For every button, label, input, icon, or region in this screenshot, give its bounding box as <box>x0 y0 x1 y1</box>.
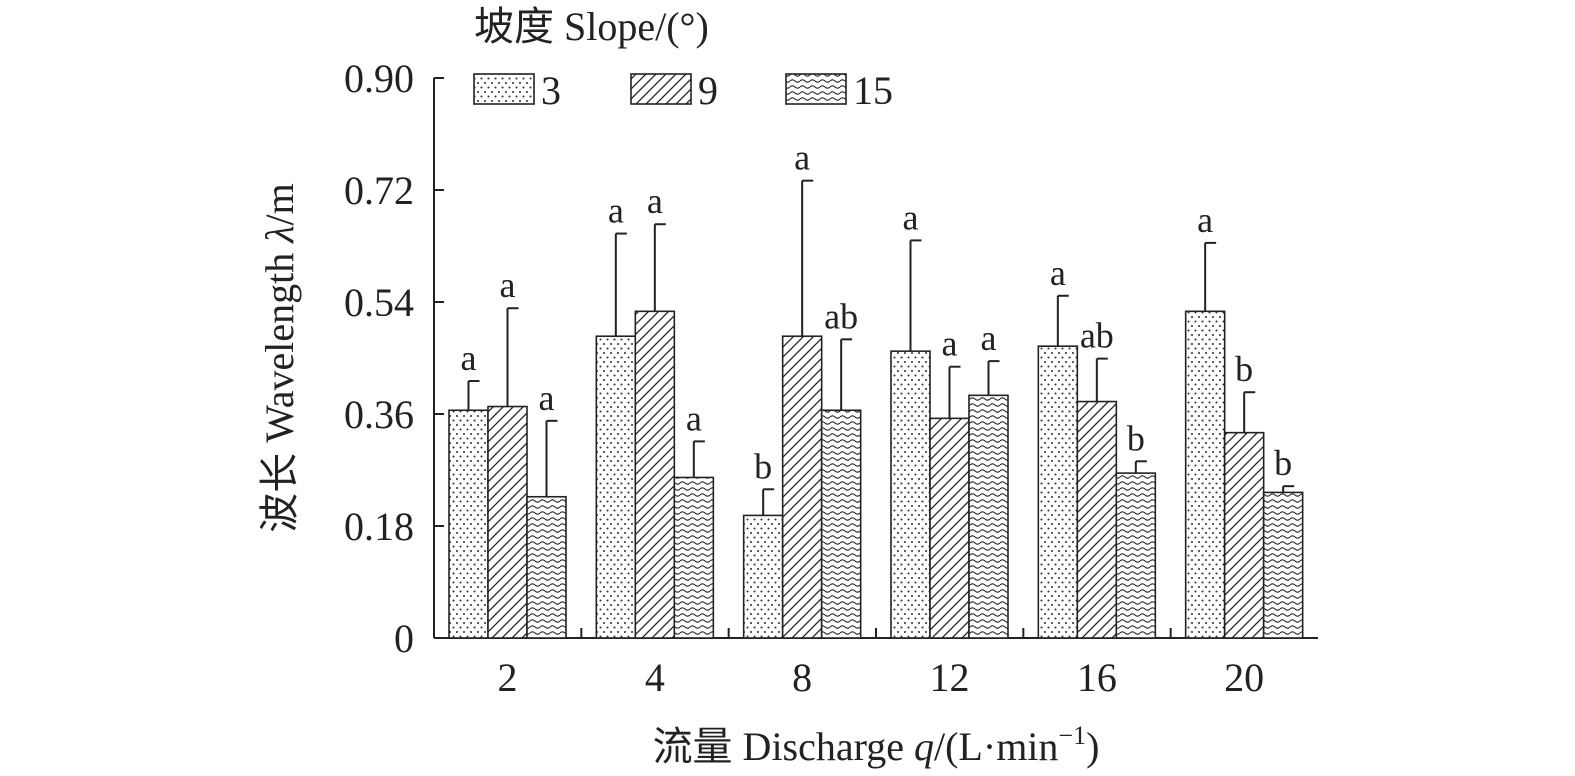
y-axis-title-unit: /m <box>257 183 302 225</box>
significance-label: a <box>1050 253 1066 293</box>
x-tick-label: 20 <box>1224 655 1264 700</box>
bar <box>1076 400 1118 639</box>
x-axis-title-close: ) <box>1086 724 1099 769</box>
bar <box>526 495 567 639</box>
significance-label: a <box>608 191 624 231</box>
significance-label: a <box>794 138 810 178</box>
legend-title: 坡度 Slope/(°) <box>474 4 709 49</box>
x-tick-label: 2 <box>498 655 518 700</box>
significance-label: a <box>539 378 555 418</box>
significance-label: b <box>1274 443 1292 483</box>
bar <box>448 409 489 639</box>
x-axis-title: 流量 Discharge q/(L·min−1) <box>653 721 1100 769</box>
significance-label: ab <box>1080 316 1114 356</box>
significance-label: a <box>500 265 516 305</box>
x-tick-label: 12 <box>930 655 970 700</box>
legend-swatch <box>785 73 847 105</box>
x-axis-title-cn: 流量 Discharge <box>653 724 914 769</box>
bar <box>1262 491 1304 639</box>
bar <box>968 394 1009 639</box>
significance-label: b <box>754 446 772 486</box>
bar <box>595 335 637 639</box>
x-axis-title-unit: /(L·min <box>934 724 1058 769</box>
bar <box>487 405 528 639</box>
y-tick-label: 0.90 <box>344 56 414 101</box>
legend-label: 15 <box>853 68 893 113</box>
y-tick-label: 0.54 <box>344 280 414 325</box>
legend-swatch <box>473 73 535 105</box>
significance-label: a <box>461 338 477 378</box>
legend-label: 9 <box>698 68 718 113</box>
legend: 坡度 Slope/(°) 3 9 15 <box>473 4 893 113</box>
bar <box>1223 431 1265 639</box>
y-tick-label: 0.18 <box>344 504 414 549</box>
legend-label: 3 <box>541 68 561 113</box>
x-axis-title-q: q <box>914 724 934 769</box>
y-axis-title-text: 波长 Wavelength <box>257 243 302 533</box>
bar <box>673 476 715 639</box>
significance-label: a <box>686 398 702 438</box>
bar <box>1037 345 1079 639</box>
significance-label: b <box>1235 349 1253 389</box>
significance-label: a <box>942 324 958 364</box>
bar <box>1115 472 1157 639</box>
ticks: 0 0.18 0.36 0.54 0.72 0.90 2 4 8 12 16 20 <box>344 56 1264 700</box>
x-tick-label: 4 <box>645 655 665 700</box>
bar <box>820 409 862 639</box>
y-tick-label: 0.72 <box>344 168 414 213</box>
bar <box>890 350 931 639</box>
y-tick-label: 0 <box>394 616 414 661</box>
x-tick-label: 8 <box>792 655 812 700</box>
significance-label: a <box>981 318 997 358</box>
bar <box>634 310 676 639</box>
bar <box>929 417 970 639</box>
significance-label: a <box>903 197 919 237</box>
significance-label: a <box>1197 200 1213 240</box>
significance-label: b <box>1127 418 1145 458</box>
legend-swatch <box>630 73 692 105</box>
bar <box>742 514 784 639</box>
y-axis-title-lambda: λ <box>257 225 302 243</box>
significance-label: ab <box>824 296 858 336</box>
y-tick-label: 0.36 <box>344 392 414 437</box>
y-axis-title: 波长 Wavelength λ/m <box>257 183 302 533</box>
bar <box>1184 310 1226 639</box>
significance-label: a <box>647 181 663 221</box>
x-tick-label: 16 <box>1077 655 1117 700</box>
bar <box>781 335 823 639</box>
x-axis-title-exp: −1 <box>1058 721 1086 750</box>
